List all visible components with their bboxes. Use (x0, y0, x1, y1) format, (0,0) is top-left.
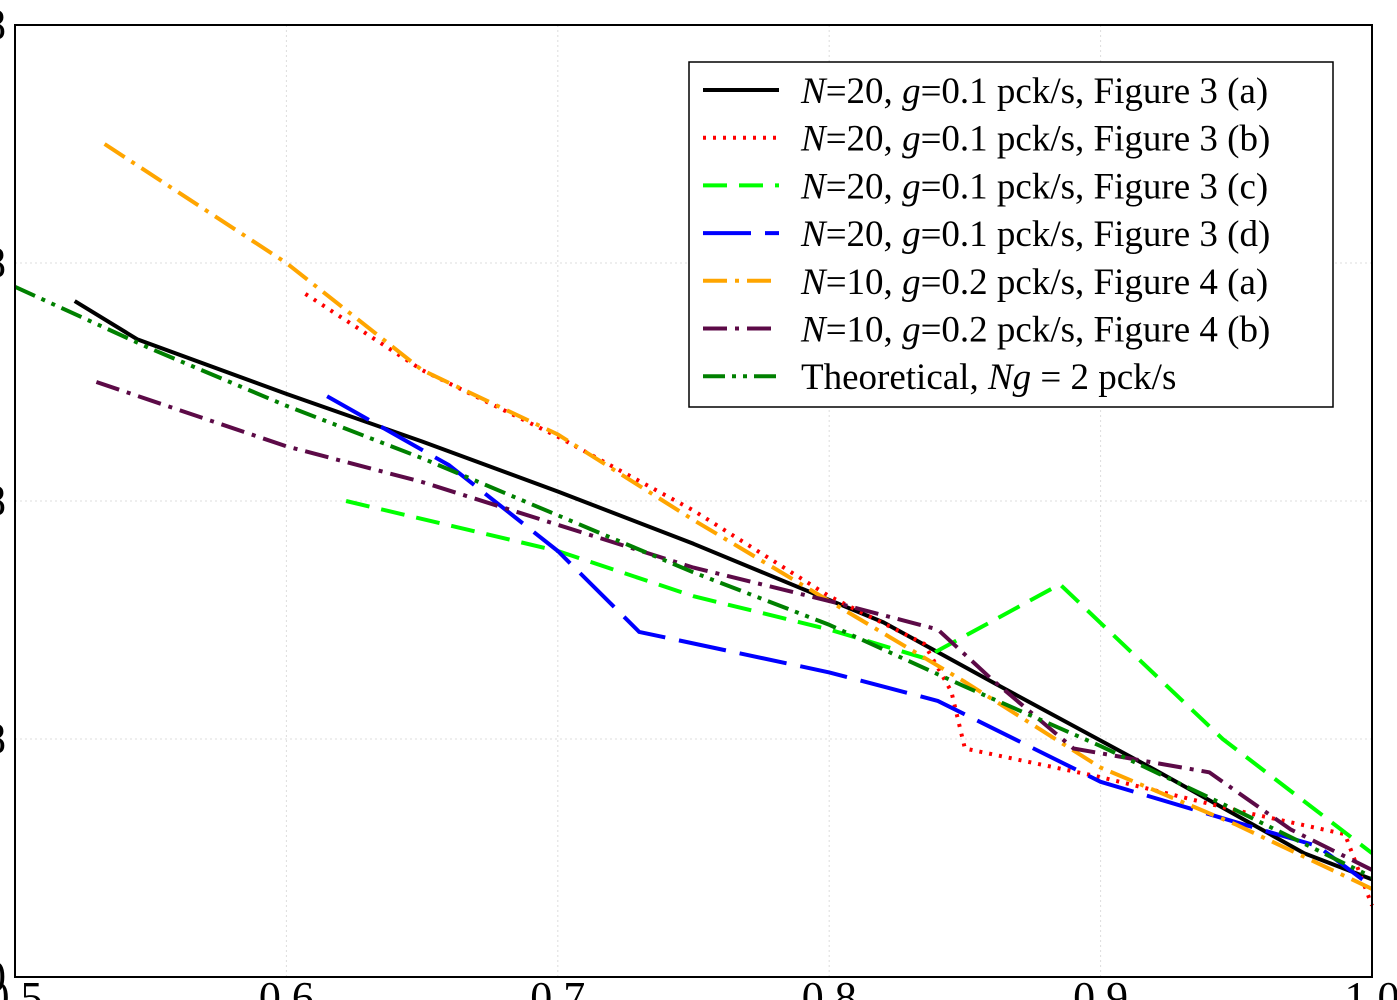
series-line-4 (326, 394, 1374, 889)
legend-label: N=20, g=0.1 pck/s, Figure 3 (b) (800, 119, 1270, 160)
y-tick-label: 8 (0, 714, 6, 763)
x-tick-label: 0.8 (802, 973, 857, 1000)
x-tick-label: 0.5 (0, 973, 43, 1000)
y-tick-label: 0 (0, 952, 6, 1000)
plot-area (14, 142, 1374, 907)
series-line-1 (73, 299, 1373, 882)
legend-label: N=10, g=0.2 pck/s, Figure 4 (b) (800, 310, 1270, 351)
legend: N=20, g=0.1 pck/s, Figure 3 (a) N=20, g=0… (688, 61, 1334, 408)
x-tick-label: 0.6 (259, 973, 314, 1000)
legend-box (688, 61, 1334, 408)
series-line-5 (103, 142, 1373, 891)
series-line-6 (95, 380, 1373, 872)
y-tick-label: 8 (0, 476, 6, 525)
x-tick-label: 0.9 (1073, 973, 1128, 1000)
legend-label: N=20, g=0.1 pck/s, Figure 3 (c) (800, 166, 1268, 207)
y-tick-label: 8 (0, 0, 6, 49)
y-tick-label: 8 (0, 238, 6, 287)
legend-label: N=20, g=0.1 pck/s, Figure 3 (d) (800, 214, 1270, 255)
axes-frame (14, 24, 1373, 978)
x-tick-label: 1.0 (1345, 973, 1397, 1000)
series-line-2 (304, 292, 1374, 907)
series-line-3 (345, 499, 1374, 855)
legend-label: N=20, g=0.1 pck/s, Figure 3 (a) (800, 71, 1268, 112)
x-tick-label: 0.7 (530, 973, 585, 1000)
legend-label: N=10, g=0.2 pck/s, Figure 4 (a) (800, 262, 1268, 303)
series-line-7 (14, 284, 1373, 879)
legend-label: Theoretical, Ng = 2 pck/s (801, 357, 1176, 398)
